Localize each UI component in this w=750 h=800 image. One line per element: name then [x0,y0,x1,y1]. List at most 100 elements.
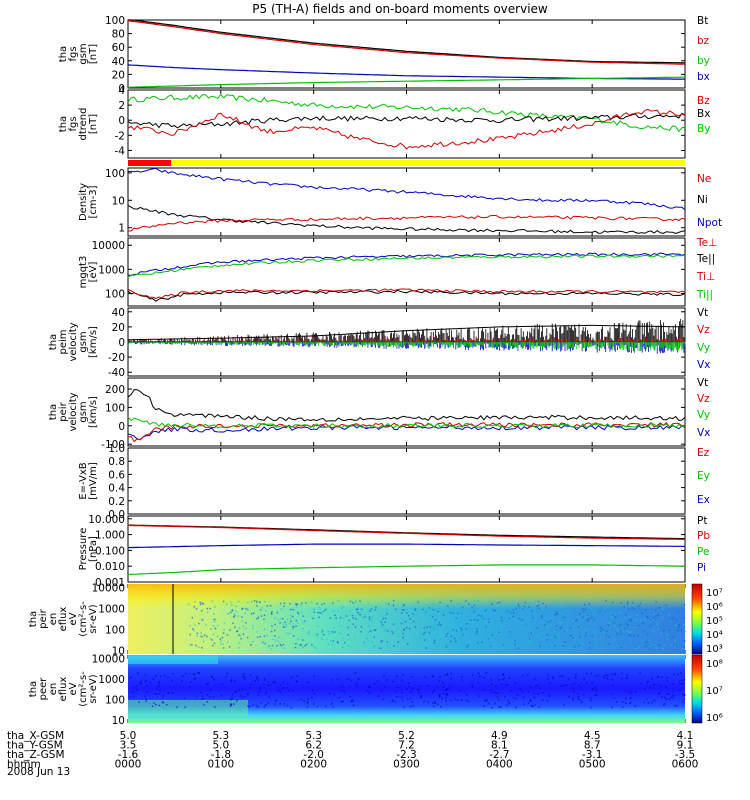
spectrogram-pixel [215,628,217,630]
spectrogram-pixel [331,702,333,705]
spectrogram-pixel [166,704,168,706]
spectrogram-pixel [242,633,245,635]
spectrogram-pixel [522,674,524,677]
spectrogram-pixel [445,697,447,699]
y-axis-label: peim [58,329,69,354]
spectrogram-pixel [286,704,289,707]
spectrogram-pixel [651,701,653,704]
spectrogram-pixel [445,694,448,697]
spectrogram-pixel [193,673,196,676]
spectrogram-pixel [426,626,428,628]
spectrogram-pixel [133,696,135,699]
spectrogram-pixel [236,630,239,632]
spectrogram-pixel [646,615,648,618]
spectrogram-pixel [563,703,566,706]
y-tick-label: 0.0 [108,509,125,521]
spectrogram-pixel [317,611,319,614]
spectrogram-pixel [670,644,672,646]
spectrogram-pixel [286,632,288,635]
spectrogram-pixel [279,703,281,705]
spectrogram-pixel [373,629,376,632]
series-line-Te⊥ [127,288,686,299]
y-axis-label: peir [38,608,49,628]
spectrogram-pixel [161,701,164,703]
spectrogram-pixel [682,693,684,696]
spectrogram-pixel [400,622,403,625]
spectrogram-pixel [265,692,267,695]
spectrogram-pixel [427,701,429,703]
spectrogram-pixel [228,646,231,648]
spectrogram-pixel [507,610,509,612]
spectrogram-pixel [500,629,502,631]
spectrogram-pixel [587,614,589,616]
spectrogram-pixel [610,617,613,619]
spectrogram-pixel [528,641,530,644]
spectrogram-pixel [364,614,367,616]
spectrogram-pixel [250,613,253,615]
spectrogram-pixel [242,676,244,678]
spectrogram-pixel [360,608,363,611]
spectrogram-pixel [630,697,632,699]
spectrogram-pixel [517,647,520,649]
ion-spectrogram-top-band [128,584,685,654]
spectrogram-pixel [241,620,244,623]
legend-entry: Pt [697,515,707,527]
spectrogram-pixel [677,626,680,629]
spectrogram-pixel [378,695,380,697]
spectrogram-pixel [318,606,321,609]
spectrogram-pixel [433,641,435,644]
spectrogram-pixel [280,644,282,647]
spectrogram-pixel [260,615,263,617]
spectrogram-pixel [498,601,501,604]
spectrogram-pixel [254,680,256,682]
spectrogram-pixel [508,703,510,705]
spectrogram-pixel [522,635,525,637]
spectrogram-pixel [641,622,644,624]
spectrogram-pixel [306,701,309,703]
y-axis-label: tha [58,46,69,62]
spectrogram-pixel [235,610,237,613]
spectrogram-pixel [277,640,279,643]
spectrogram-pixel [445,689,447,691]
colorbar-tick-label: 10⁵ [706,616,723,627]
spectrogram-pixel [590,706,592,709]
spectrogram-pixel [512,606,515,609]
spectrogram-pixel [668,698,671,700]
x-axis-value: 8.7 [584,740,601,752]
spectrogram-pixel [321,629,324,631]
spectrogram-pixel [236,700,238,702]
spectrogram-pixel [679,688,681,691]
mode-bar [128,160,685,166]
spectrogram-pixel [674,623,676,625]
spectrogram-pixel [434,701,436,703]
spectrogram-pixel [305,643,308,646]
spectrogram-pixel [628,608,630,610]
spectrogram-pixel [668,614,670,617]
spectrogram-pixel [330,640,332,642]
spectrogram-pixel [272,681,275,684]
spectrogram-pixel [183,697,186,699]
spectrogram-pixel [483,689,485,691]
spectrogram-pixel [356,685,358,687]
spectrogram-pixel [380,642,382,644]
spectrogram-pixel [158,681,161,683]
spectrogram-pixel [209,688,212,691]
spectrogram-pixel [443,686,445,688]
spectrogram-pixel [460,627,462,629]
spectrogram-pixel [411,675,414,678]
spectrogram-pixel [210,628,212,630]
spectrogram-pixel [608,605,611,607]
spectrogram-pixel [312,617,314,620]
spectrogram-pixel [487,618,490,620]
spectrogram-pixel [286,687,288,689]
spectrogram-pixel [260,702,262,704]
spectrogram-pixel [465,600,467,602]
spectrogram-pixel [677,610,679,613]
spectrogram-pixel [325,705,327,708]
spectrogram-pixel [272,638,274,640]
y-axis-label: sr-eV) [88,604,99,633]
spectrogram-pixel [626,630,628,632]
spectrogram-pixel [491,706,493,709]
spectrogram-pixel [313,611,315,614]
